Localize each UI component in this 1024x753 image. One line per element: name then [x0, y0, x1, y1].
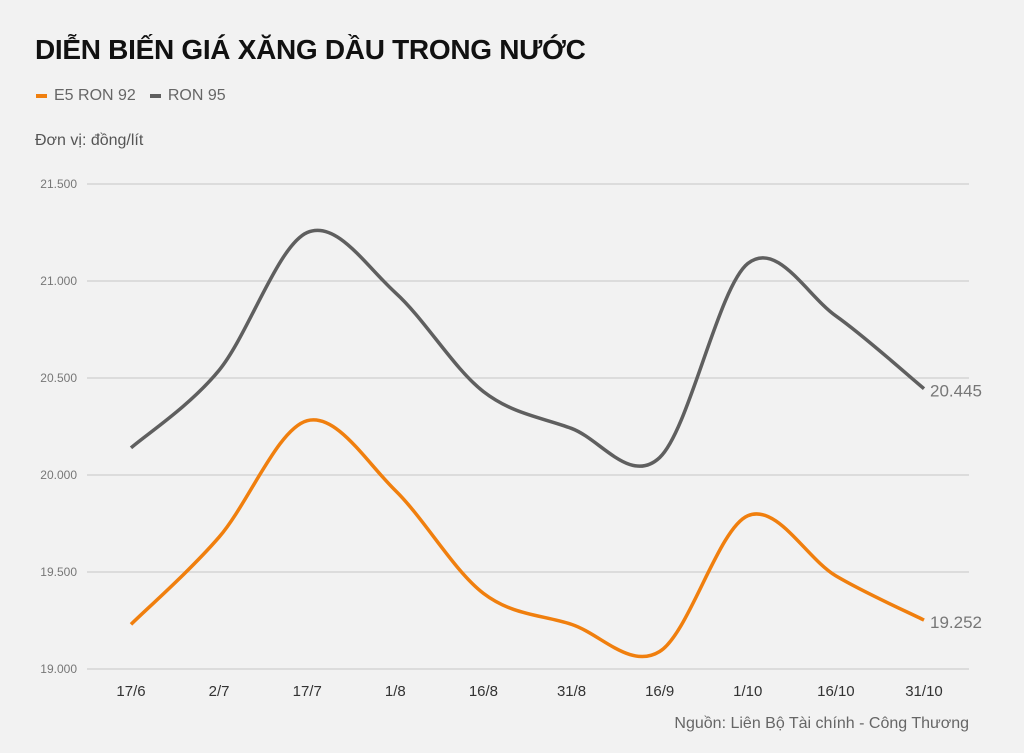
legend-label-ron95: RON 95: [167, 87, 226, 104]
legend-item-e5: E5 RON 92: [36, 87, 136, 105]
legend-label-e5: E5 RON 92: [54, 87, 136, 104]
unit-label: Đơn vị: đồng/lít: [35, 132, 144, 149]
x-tick-label: 31/10: [905, 683, 943, 700]
y-tick-label: 19.500: [40, 565, 77, 579]
line-e5-ron92: [129, 418, 925, 659]
y-tick-label: 19.000: [40, 662, 77, 676]
x-tick-label: 17/6: [116, 683, 145, 700]
x-tick-label: 2/7: [209, 683, 230, 700]
x-tick-label: 16/9: [645, 683, 674, 700]
y-tick-label: 20.000: [40, 468, 77, 482]
line-ron95: [129, 228, 926, 468]
end-value-labels: 19.252 20.445: [930, 382, 982, 632]
x-tick-label: 17/7: [293, 683, 322, 700]
chart-title: DIỄN BIẾN GIÁ XĂNG DẦU TRONG NƯỚC: [35, 34, 586, 65]
data-lines: [129, 228, 926, 659]
x-tick-label: 1/8: [385, 683, 406, 700]
end-value-label: 20.445: [930, 382, 982, 401]
legend-item-ron95: RON 95: [149, 87, 226, 105]
x-tick-label: 16/10: [817, 683, 855, 700]
legend-swatch-ron95: [149, 94, 161, 98]
y-tick-label: 20.500: [40, 371, 77, 385]
y-tick-label: 21.000: [40, 274, 77, 288]
x-tick-label: 31/8: [557, 683, 586, 700]
gridlines: [87, 183, 969, 670]
x-tick-label: 16/8: [469, 683, 498, 700]
y-axis-ticks: 19.000 19.500 20.000 20.500 21.000 21.500: [40, 177, 77, 676]
x-axis-ticks: 17/6 2/7 17/7 1/8 16/8 31/8 16/9 1/10 16/10 31/10: [116, 683, 942, 700]
x-tick-label: 1/10: [733, 683, 762, 700]
y-tick-label: 21.500: [40, 177, 77, 191]
source-note: Nguồn: Liên Bộ Tài chính - Công Thương: [674, 715, 969, 732]
end-value-label: 19.252: [930, 613, 982, 632]
legend: E5 RON 92 RON 95: [36, 87, 226, 105]
legend-swatch-e5: [36, 94, 47, 98]
